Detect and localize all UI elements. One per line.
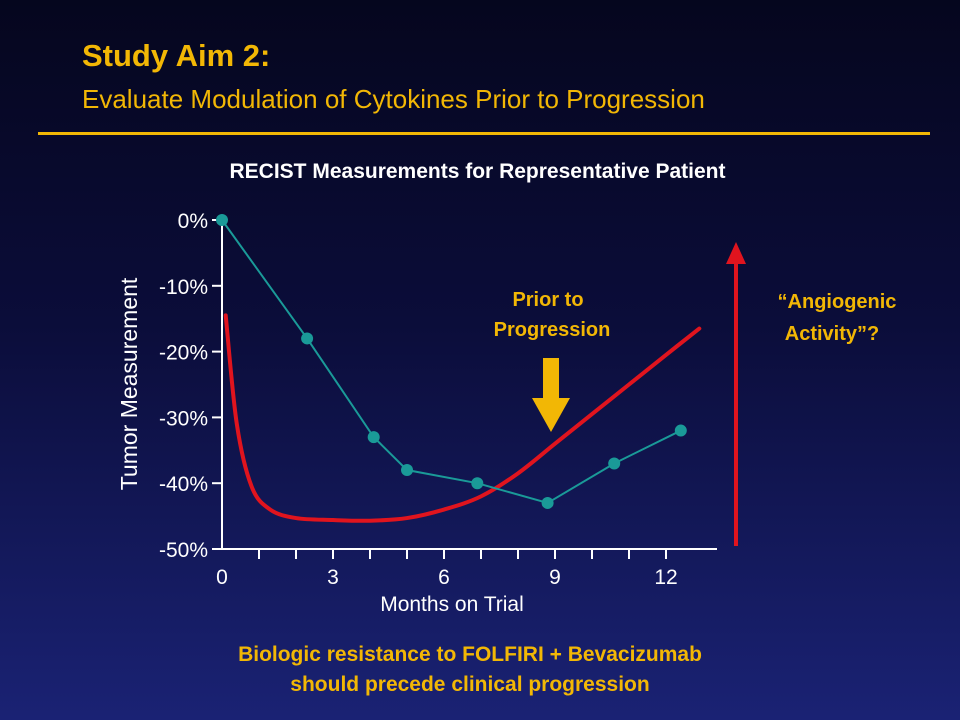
y-tick-label: -10% (159, 276, 208, 299)
x-tick-label: 9 (549, 566, 561, 589)
slide-title: Study Aim 2: (82, 38, 271, 73)
y-tick-label: -30% (159, 407, 208, 430)
chart-title: RECIST Measurements for Representative P… (229, 160, 726, 183)
data-point (541, 496, 554, 509)
conclusion-line-1: Biologic resistance to FOLFIRI + Bevaciz… (238, 643, 702, 666)
data-point (301, 332, 314, 345)
trend-curve-layer (223, 313, 702, 523)
down-arrow-icon (532, 358, 570, 432)
series-line (221, 219, 682, 505)
prior-progression-label-line2: Progression (494, 319, 611, 341)
conclusion-line-2: should precede clinical progression (290, 673, 650, 696)
resistance-trend-curve (223, 313, 702, 523)
x-tick-label: 12 (654, 566, 677, 589)
title-divider (38, 132, 930, 135)
y-tick-label: -50% (159, 539, 208, 562)
prior-progression-label-line1: Prior to (512, 289, 583, 311)
conclusion-text: Biologic resistance to FOLFIRI + Bevaciz… (0, 640, 940, 700)
data-point (367, 431, 380, 444)
y-axis-title: Tumor Measurement (116, 277, 142, 490)
y-tick-label: -20% (159, 342, 208, 365)
series-layer (216, 214, 687, 509)
y-tick-label: -40% (159, 473, 208, 496)
x-tick-label: 3 (327, 566, 339, 589)
slide-subtitle: Evaluate Modulation of Cytokines Prior t… (82, 84, 705, 114)
up-arrow-icon (726, 242, 746, 264)
chart-axes: 0% -10% -20% -30% -40% -50% 0 3 6 9 12 (159, 210, 717, 589)
angiogenic-label-line2: Activity”? (785, 323, 879, 345)
angiogenic-label-line1: “Angiogenic (778, 291, 897, 313)
y-tick-label: 0% (178, 210, 208, 233)
data-point (674, 424, 687, 437)
data-point (401, 464, 413, 477)
data-point (216, 214, 228, 226)
x-axis-title: Months on Trial (380, 593, 524, 616)
data-point (608, 457, 621, 470)
data-point (471, 477, 484, 490)
x-tick-label: 0 (216, 566, 228, 589)
x-tick-label: 6 (438, 566, 450, 589)
